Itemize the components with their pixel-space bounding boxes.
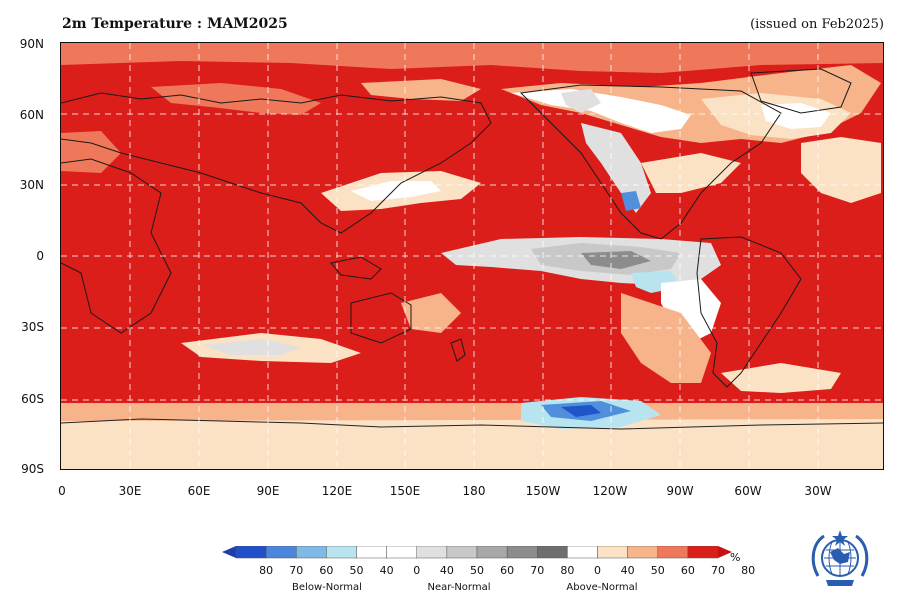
colorbar-svg	[222, 546, 732, 559]
colorbar-tick-label: 0	[594, 564, 601, 577]
colorbar-tick-label: 40	[379, 564, 394, 577]
colorbar-bin	[687, 546, 719, 559]
alaska-canada-white-zone	[511, 89, 691, 133]
california-near-normal-streak	[581, 123, 651, 213]
map-gridlines	[61, 43, 883, 469]
lat-label-90n: 90N	[19, 37, 44, 51]
colorbar-bin	[356, 546, 387, 559]
colorbar-bin	[537, 546, 568, 559]
continent-outlines	[61, 68, 852, 388]
australia-outline	[350, 292, 412, 344]
north-america-pale-zone	[641, 153, 741, 193]
colorbar-tick-label: 40	[620, 564, 635, 577]
baja-below-normal-patch	[621, 191, 641, 211]
lon-label-120e: 120E	[321, 484, 353, 498]
colorbar-bin	[416, 546, 448, 559]
colorbar-bin	[386, 546, 417, 559]
colorbar-tick-label: 70	[530, 564, 545, 577]
colorbar-bin	[235, 546, 267, 559]
siberia-patch	[361, 79, 481, 101]
colorbar-bin	[446, 546, 478, 559]
greenland-outline	[750, 68, 852, 114]
colorbar-tick-label: 40	[439, 564, 454, 577]
lat-label-60s: 60S	[21, 392, 44, 406]
south-pacific-pale-band	[621, 293, 711, 383]
north-atlantic-pale-zone	[801, 137, 881, 203]
colorbar-left-arrow	[222, 546, 236, 558]
antarctica-zone	[61, 419, 883, 469]
colorbar-tick-label: 60	[500, 564, 515, 577]
colorbar-tick-label: 70	[711, 564, 725, 577]
southeast-asia-islands	[330, 256, 382, 280]
probability-colorbar: % Below-Normal Near-Normal Above-Normal …	[222, 546, 755, 596]
colorbar-tick-label: 50	[349, 564, 364, 577]
lon-label-60w: 60W	[734, 484, 762, 498]
alaska-near-normal-patch	[561, 89, 601, 113]
greenland-white-zone	[761, 103, 831, 129]
lon-label-120w: 120W	[592, 484, 628, 498]
wmo-logo	[808, 528, 872, 594]
lat-label-60n: 60N	[19, 108, 44, 122]
colorbar-tick-label: 80	[259, 564, 274, 577]
colorbar-bin	[567, 546, 598, 559]
colorbar-tick-label: 80	[560, 564, 575, 577]
colorbar-bin	[506, 546, 538, 559]
lat-label-90s: 90S	[21, 462, 44, 476]
colorbar-tick-label: 50	[650, 564, 665, 577]
colorbar-tick-label: 60	[319, 564, 334, 577]
issued-date: (issued on Feb2025)	[750, 17, 884, 32]
north-america-outline	[519, 84, 782, 240]
lon-label-90e: 90E	[256, 484, 280, 498]
colorbar-bin	[657, 546, 689, 559]
colorbar-right-arrow	[718, 546, 732, 558]
amundsen-below-normal-max	[561, 405, 601, 417]
colorbar-bin	[296, 546, 327, 559]
lat-label-eq: 0	[36, 249, 44, 263]
colorbar-tick-label: 50	[470, 564, 484, 577]
colorbar-unit: %	[730, 551, 741, 564]
lon-label-180: 180	[462, 484, 486, 498]
colorbar-bin	[265, 546, 297, 559]
southern-indian-near-normal	[201, 339, 301, 355]
lon-label-150w: 150W	[525, 484, 561, 498]
forecast-map	[60, 42, 884, 470]
colorbar-bin	[597, 546, 628, 559]
eurasia-patch-1	[151, 83, 321, 115]
lon-label-90w: 90W	[666, 484, 694, 498]
forecast-map-svg	[61, 43, 883, 469]
lon-label-150e: 150E	[389, 484, 421, 498]
wmo-emblem-icon	[811, 530, 869, 586]
south-america-outline	[696, 236, 802, 388]
legend-category-near: Near-Normal	[427, 582, 491, 593]
legend-category-above: Above-Normal	[566, 582, 638, 593]
colorbar-bin	[476, 546, 508, 559]
lon-label-30w: 30W	[804, 484, 832, 498]
africa-outline	[61, 158, 172, 334]
colorbar-tick-label: 80	[741, 564, 756, 577]
south-pacific-patch	[401, 293, 461, 333]
legend-category-below: Below-Normal	[292, 582, 362, 593]
colorbar-tick-label: 70	[289, 564, 304, 577]
eurasia-outline	[61, 92, 492, 234]
south-atlantic-pale-patch	[721, 363, 841, 393]
lon-label-60e: 60E	[187, 484, 211, 498]
lon-label-0: 0	[58, 484, 66, 498]
arctic-band	[61, 43, 883, 73]
colorbar-bin	[326, 546, 357, 559]
colorbar-tick-label: 60	[680, 564, 695, 577]
lon-label-30e: 30E	[118, 484, 142, 498]
colorbar-bin	[627, 546, 658, 559]
new-zealand-outline	[450, 338, 466, 362]
lat-label-30s: 30S	[21, 320, 44, 334]
antarctica-coastline	[61, 418, 883, 430]
north-pacific-white-band	[351, 181, 441, 201]
map-title: 2m Temperature : MAM2025	[62, 16, 288, 32]
lat-label-30n: 30N	[19, 178, 44, 192]
colorbar-tick-label: 0	[413, 564, 421, 577]
